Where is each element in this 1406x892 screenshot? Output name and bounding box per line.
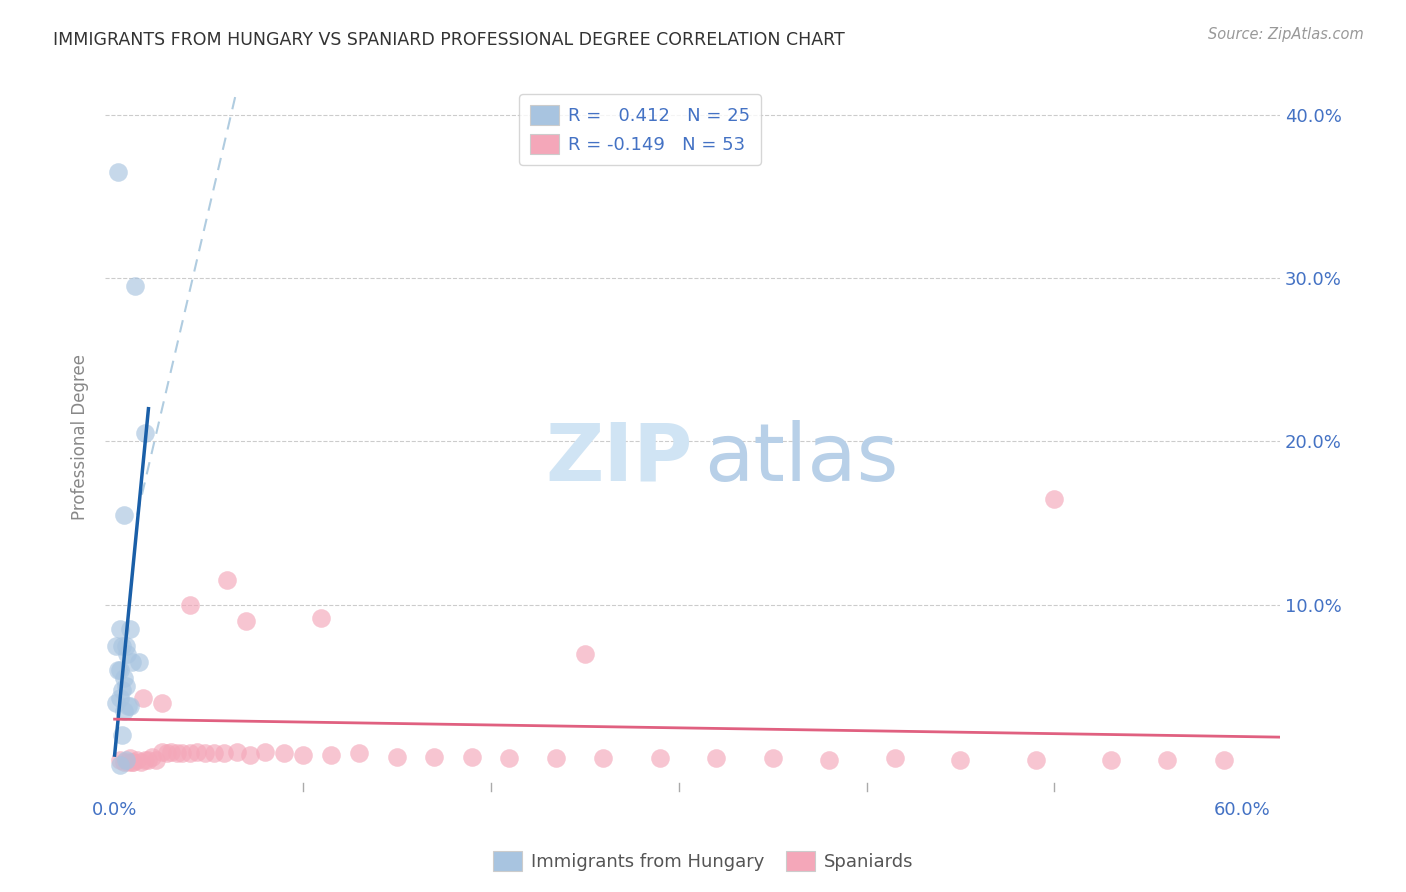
Point <box>883 751 905 765</box>
Text: ZIP: ZIP <box>546 419 693 498</box>
Point <box>134 753 156 767</box>
Point <box>128 655 150 669</box>
Point <box>179 598 201 612</box>
Point <box>949 753 972 767</box>
Point <box>105 696 128 710</box>
Point <box>217 574 239 588</box>
Point <box>212 747 235 761</box>
Point <box>347 747 370 761</box>
Point <box>115 753 138 767</box>
Point <box>704 751 727 765</box>
Point <box>122 755 145 769</box>
Point <box>111 729 134 743</box>
Point <box>107 663 129 677</box>
Point <box>112 704 135 718</box>
Point <box>160 745 183 759</box>
Point <box>179 747 201 761</box>
Point <box>117 699 139 714</box>
Point <box>134 426 156 441</box>
Point <box>225 745 247 759</box>
Point <box>186 745 208 759</box>
Point <box>311 611 333 625</box>
Point <box>592 751 614 765</box>
Point <box>145 753 167 767</box>
Point <box>1156 753 1178 767</box>
Point <box>110 622 132 636</box>
Point <box>118 699 141 714</box>
Point <box>156 747 179 761</box>
Point <box>761 751 783 765</box>
Point <box>150 745 173 759</box>
Point <box>150 696 173 710</box>
Point <box>110 758 132 772</box>
Point <box>194 747 217 761</box>
Point <box>121 655 143 669</box>
Point <box>105 639 128 653</box>
Legend: R =   0.412   N = 25, R = -0.149   N = 53: R = 0.412 N = 25, R = -0.149 N = 53 <box>519 95 761 165</box>
Point <box>385 749 408 764</box>
Point <box>121 755 143 769</box>
Point <box>1025 753 1047 767</box>
Point <box>253 745 276 759</box>
Point <box>235 614 257 628</box>
Point <box>112 755 135 769</box>
Point <box>498 751 520 765</box>
Point <box>111 682 134 697</box>
Point <box>461 749 484 764</box>
Point <box>239 748 262 763</box>
Point <box>1212 753 1234 767</box>
Point <box>112 508 135 522</box>
Point <box>423 749 446 764</box>
Point <box>273 747 295 761</box>
Point <box>107 165 129 179</box>
Point <box>115 639 138 653</box>
Point <box>1043 491 1066 506</box>
Point <box>291 748 314 763</box>
Point <box>202 747 225 761</box>
Point <box>118 622 141 636</box>
Point <box>111 639 134 653</box>
Legend: Immigrants from Hungary, Spaniards: Immigrants from Hungary, Spaniards <box>485 844 921 879</box>
Point <box>117 755 139 769</box>
Point <box>141 749 163 764</box>
Point <box>574 647 596 661</box>
Point <box>172 747 194 761</box>
Point <box>110 690 132 705</box>
Point <box>127 753 149 767</box>
Text: IMMIGRANTS FROM HUNGARY VS SPANIARD PROFESSIONAL DEGREE CORRELATION CHART: IMMIGRANTS FROM HUNGARY VS SPANIARD PROF… <box>53 31 845 49</box>
Text: Source: ZipAtlas.com: Source: ZipAtlas.com <box>1208 27 1364 42</box>
Point <box>648 751 671 765</box>
Point <box>115 680 138 694</box>
Point <box>319 748 342 763</box>
Point <box>118 751 141 765</box>
Point <box>546 751 568 765</box>
Point <box>138 753 160 767</box>
Point <box>129 755 152 769</box>
Point <box>1099 753 1122 767</box>
Text: atlas: atlas <box>704 419 898 498</box>
Point <box>818 753 841 767</box>
Point <box>110 663 132 677</box>
Point <box>124 279 146 293</box>
Point <box>110 753 132 767</box>
Point <box>166 747 188 761</box>
Point <box>112 671 135 685</box>
Y-axis label: Professional Degree: Professional Degree <box>72 354 89 520</box>
Point <box>115 647 138 661</box>
Point <box>132 690 155 705</box>
